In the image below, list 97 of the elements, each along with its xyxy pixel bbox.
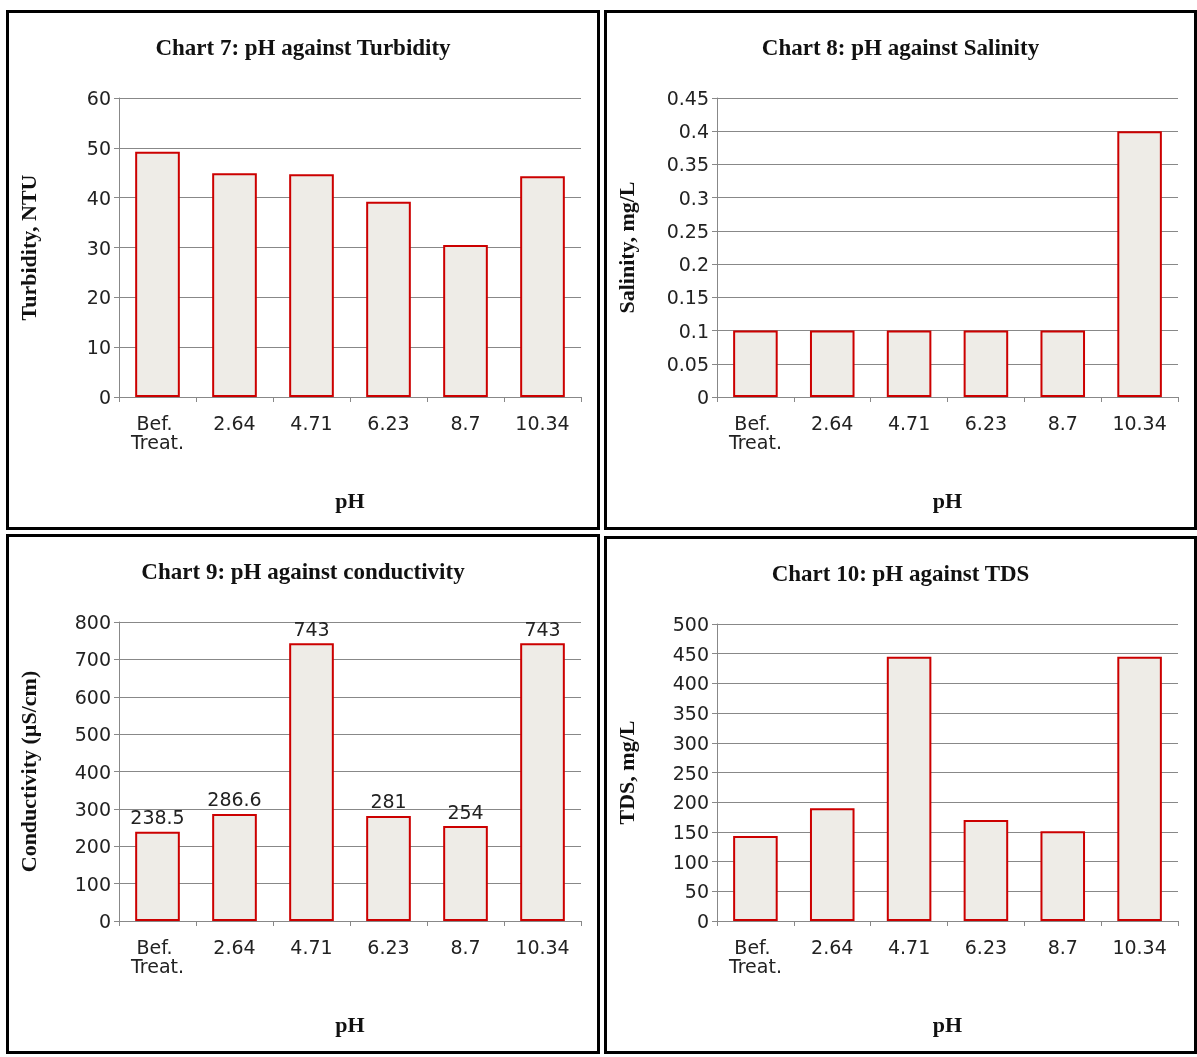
y-tick-label: 300 [672,731,709,754]
data-label: 286.6 [207,788,262,811]
data-label: 238.5 [130,806,185,829]
x-tick-label: 4.71 [290,411,333,434]
y-axis-title: TDS, mg/L [613,720,639,825]
y-tick-label: 30 [86,236,111,259]
x-tick-label: 6.23 [964,935,1008,958]
bar [886,656,932,921]
y-tick-label: 0.45 [666,87,709,109]
chart-title: Chart 10: pH against TDS [771,561,1030,586]
x-tick-label: Bef. Treat. [727,411,782,453]
bar [443,826,488,921]
x-tick-label: 10.34 [1112,411,1167,434]
x-tick-label: 2.64 [213,411,256,434]
y-tick-label: 400 [672,672,709,695]
chart-title: Chart 7: pH against Turbidity [155,35,452,60]
x-tick-label: 10.34 [515,411,570,434]
y-tick-label: 600 [74,685,111,708]
y-axis-title: Conductivity (µS/cm) [15,670,41,873]
y-tick-label: 0.15 [666,286,709,309]
x-tick-label: 8.7 [450,935,481,958]
bar [212,173,257,397]
bar [289,643,334,921]
y-tick-label: 350 [672,702,709,725]
y-tick-label: 200 [672,791,709,814]
y-tick-label: 0.25 [666,219,709,242]
y-tick-label: 0 [696,910,709,932]
bar [520,176,565,397]
x-tick-label: 6.23 [367,935,410,958]
bar [135,831,180,921]
x-tick-label: 2.64 [811,411,854,434]
x-tick-label: 2.64 [811,935,854,958]
x-tick-label: 8.7 [450,411,481,434]
bar [733,836,778,921]
x-tick-label: 6.23 [964,411,1008,434]
bar [1040,831,1086,921]
y-axis-title: Turbidity, NTU [15,174,41,321]
y-tick-label: 60 [86,87,111,109]
y-tick-label: 50 [684,880,709,903]
x-axis-title: pH [932,1011,963,1037]
y-tick-label: 100 [672,850,709,873]
y-tick-label: 10 [86,336,111,359]
x-tick-label: 10.34 [1112,935,1167,958]
bar [366,201,411,397]
x-tick-label: 4.71 [887,935,931,958]
y-tick-label: 100 [74,872,111,895]
chart-title: Chart 9: pH against conductivity [141,559,466,584]
x-tick-label: 10.34 [515,935,570,958]
bar [520,643,565,921]
bar [963,820,1009,921]
x-tick-label: 4.71 [290,935,333,958]
bar [443,245,488,397]
y-tick-label: 20 [86,286,111,309]
x-tick-label: Bef. Treat. [129,935,185,977]
y-axis-title: Salinity, mg/L [613,181,639,314]
x-tick-label: 4.71 [887,411,931,434]
x-tick-label: 6.23 [367,411,410,434]
y-tick-label: 300 [74,797,111,820]
y-tick-label: 700 [74,648,111,671]
x-tick-label: Bef. Treat. [727,935,782,977]
y-tick-label: 0.35 [666,153,709,176]
x-tick-label: 8.7 [1047,935,1078,958]
y-tick-label: 0.3 [678,186,709,209]
x-axis-title: pH [932,487,963,513]
bar [289,174,334,397]
x-tick-label: 8.7 [1047,411,1078,434]
data-label: 743 [524,617,561,640]
y-tick-label: 200 [74,835,111,858]
y-tick-label: 400 [74,760,111,783]
y-tick-label: 0.2 [678,253,709,276]
bar [366,815,411,921]
y-tick-label: 40 [86,186,111,209]
data-label: 743 [293,617,330,640]
x-tick-label: Bef. Treat. [129,411,185,453]
y-tick-label: 450 [672,642,709,665]
x-tick-label: 2.64 [213,935,256,958]
bar [212,813,257,921]
y-tick-label: 0 [696,386,709,408]
y-tick-label: 500 [672,613,709,635]
x-axis-title: pH [335,487,365,513]
bar [809,808,855,921]
bar [135,151,180,397]
y-tick-label: 150 [672,820,709,843]
y-tick-label: 0.4 [678,120,709,143]
x-axis-title: pH [335,1011,365,1037]
data-label: 281 [370,790,407,813]
bar [1117,656,1162,921]
y-tick-label: 0 [98,386,111,408]
y-tick-label: 800 [74,611,111,633]
data-label: 254 [447,800,484,823]
y-tick-label: 0.1 [678,319,709,342]
y-tick-label: 250 [672,761,709,784]
y-tick-label: 50 [86,136,111,159]
y-tick-label: 0.05 [666,352,709,375]
y-tick-label: 500 [74,723,111,746]
y-tick-label: 0 [98,910,111,932]
chart-title: Chart 8: pH against Salinity [761,35,1040,60]
